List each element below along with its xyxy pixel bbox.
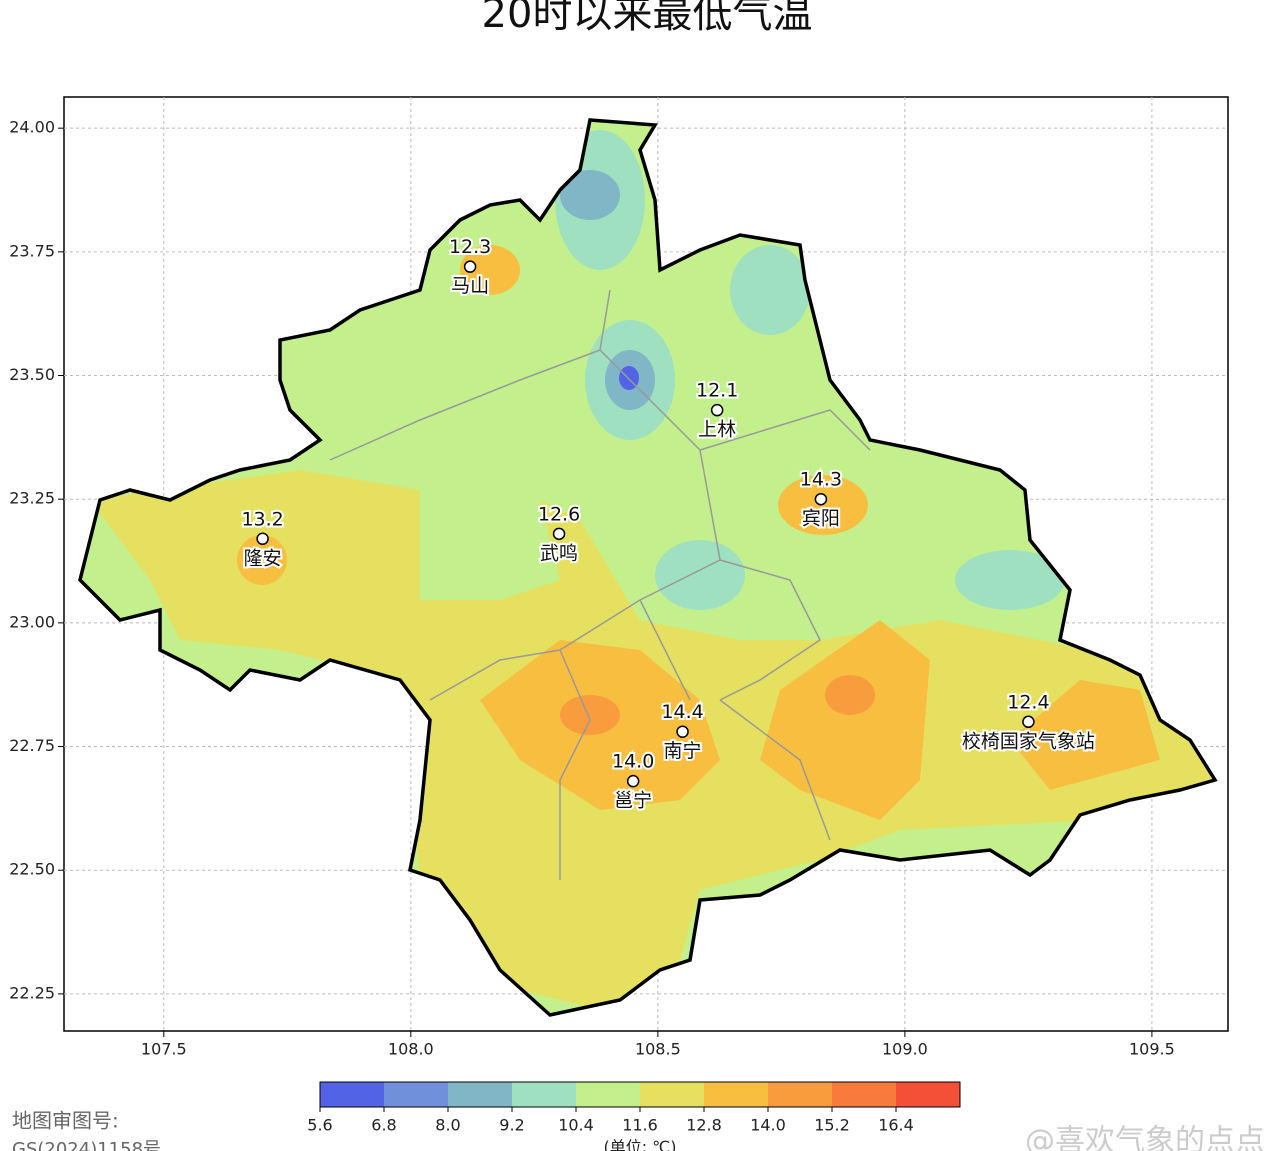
colorbar-swatch — [448, 1082, 512, 1107]
colorbar-swatch — [640, 1082, 704, 1107]
station-name: 宾阳 — [802, 508, 840, 530]
footer-line2: GS(2024)1158号 — [12, 1139, 161, 1151]
colorbar-swatch — [704, 1082, 768, 1107]
station-temp: 12.1 — [696, 380, 738, 402]
y-tick-label: 24.00 — [9, 118, 55, 137]
colorbar-tick-label: 9.2 — [499, 1116, 524, 1135]
station-marker — [626, 774, 640, 788]
field-zone — [655, 540, 745, 610]
colorbar-tick-label: 11.6 — [622, 1116, 658, 1135]
field-zone — [760, 620, 930, 820]
y-tick-label: 23.00 — [9, 612, 55, 631]
station-name: 隆安 — [244, 547, 282, 569]
colorbar: 5.6 6.8 8.0 9.2 10.4 11.6 12.8 14.0 15.2 16.4 (单位:… — [307, 1081, 961, 1151]
title: 20时以来最低气温 — [482, 0, 813, 37]
x-tick-label: 109.0 — [882, 1040, 928, 1059]
station-marker — [1022, 715, 1035, 729]
x-tick-label: 108.5 — [635, 1040, 681, 1059]
field-zone — [825, 675, 875, 715]
field-zone — [730, 245, 810, 335]
y-tick-label: 22.50 — [9, 860, 55, 879]
station-temp: 12.4 — [1007, 691, 1049, 713]
colorbar-tick-label: 14.0 — [750, 1116, 786, 1135]
x-tick-label: 109.5 — [1129, 1040, 1175, 1059]
station-name: 武鸣 — [540, 542, 578, 564]
station-marker — [552, 527, 566, 541]
station-marker — [676, 725, 689, 738]
colorbar-tick-label: 12.8 — [686, 1116, 722, 1135]
stations: 12.3 马山 12.1 上林 14.3 宾阳 13.2 隆安 12.6 武鸣 14.4 南宁 14.0… — [239, 234, 1096, 813]
station-temp: 13.2 — [241, 508, 283, 530]
station-temp: 14.3 — [800, 469, 842, 491]
y-tick-label: 22.75 — [9, 736, 55, 755]
station-marker — [710, 403, 724, 417]
colorbar-tick-label: 15.2 — [814, 1116, 850, 1135]
county-borders — [329, 289, 871, 880]
colorbar-tick-label: 8.0 — [435, 1116, 460, 1135]
station-name: 南宁 — [664, 740, 702, 762]
station-name: 校椅国家气象站 — [962, 730, 1095, 752]
y-tick-label: 22.25 — [9, 983, 55, 1002]
field-zone — [237, 535, 287, 585]
y-tick-label: 23.75 — [9, 241, 55, 260]
station-name: 邕宁 — [614, 790, 652, 812]
station-marker — [814, 492, 828, 506]
colorbar-swatch — [320, 1082, 384, 1107]
colorbar-unit: (单位: ℃) — [604, 1138, 677, 1151]
colorbar-swatch — [768, 1082, 832, 1107]
colorbar-swatch — [384, 1082, 448, 1107]
x-tick-label: 107.5 — [141, 1040, 187, 1059]
colorbar-swatch — [576, 1082, 640, 1107]
station-marker — [256, 532, 269, 546]
field-zone — [560, 170, 620, 220]
watermark: @喜欢气象的点点 — [1025, 1124, 1265, 1151]
colorbar-tick-label: 6.8 — [371, 1116, 396, 1135]
colorbar-swatch — [896, 1082, 960, 1107]
field-zone — [1010, 680, 1160, 790]
footer-line1: 地图审图号: — [12, 1109, 119, 1133]
field-zone — [460, 245, 520, 295]
colorbar-swatch — [512, 1082, 576, 1107]
station-temp: 14.0 — [612, 751, 654, 773]
colorbar-swatch — [832, 1082, 896, 1107]
colorbar-tick-label: 5.6 — [307, 1116, 332, 1135]
station-marker — [463, 260, 477, 273]
station-name: 马山 — [451, 275, 489, 297]
station-temp: 14.4 — [661, 701, 703, 723]
colorbar-tick-label: 16.4 — [878, 1116, 914, 1135]
station-temp: 12.6 — [538, 503, 580, 525]
x-tick-label: 108.0 — [388, 1040, 434, 1059]
y-tick-label: 23.25 — [9, 489, 55, 508]
station-temp: 12.3 — [449, 236, 491, 258]
field-zone — [560, 695, 620, 735]
y-tick-label: 23.50 — [9, 365, 55, 384]
station-name: 上林 — [698, 419, 736, 441]
field-zone — [955, 550, 1065, 610]
colorbar-tick-label: 10.4 — [558, 1116, 594, 1135]
